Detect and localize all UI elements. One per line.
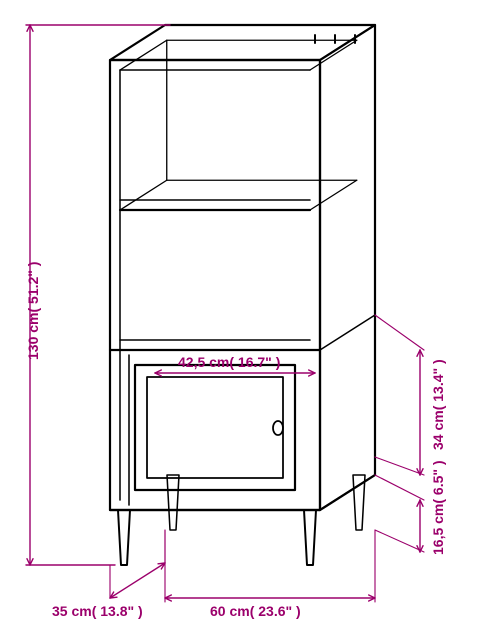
label-door-width: 42,5 cm( 16.7" ) [178, 354, 280, 370]
label-height: 130 cm( 51.2" ) [25, 262, 41, 360]
label-width: 60 cm( 23.6" ) [210, 603, 301, 619]
label-leg-height: 16,5 cm( 6.5" ) [430, 460, 446, 555]
label-door-height: 34 cm( 13.4" ) [430, 359, 446, 450]
label-depth: 35 cm( 13.8" ) [52, 603, 143, 619]
